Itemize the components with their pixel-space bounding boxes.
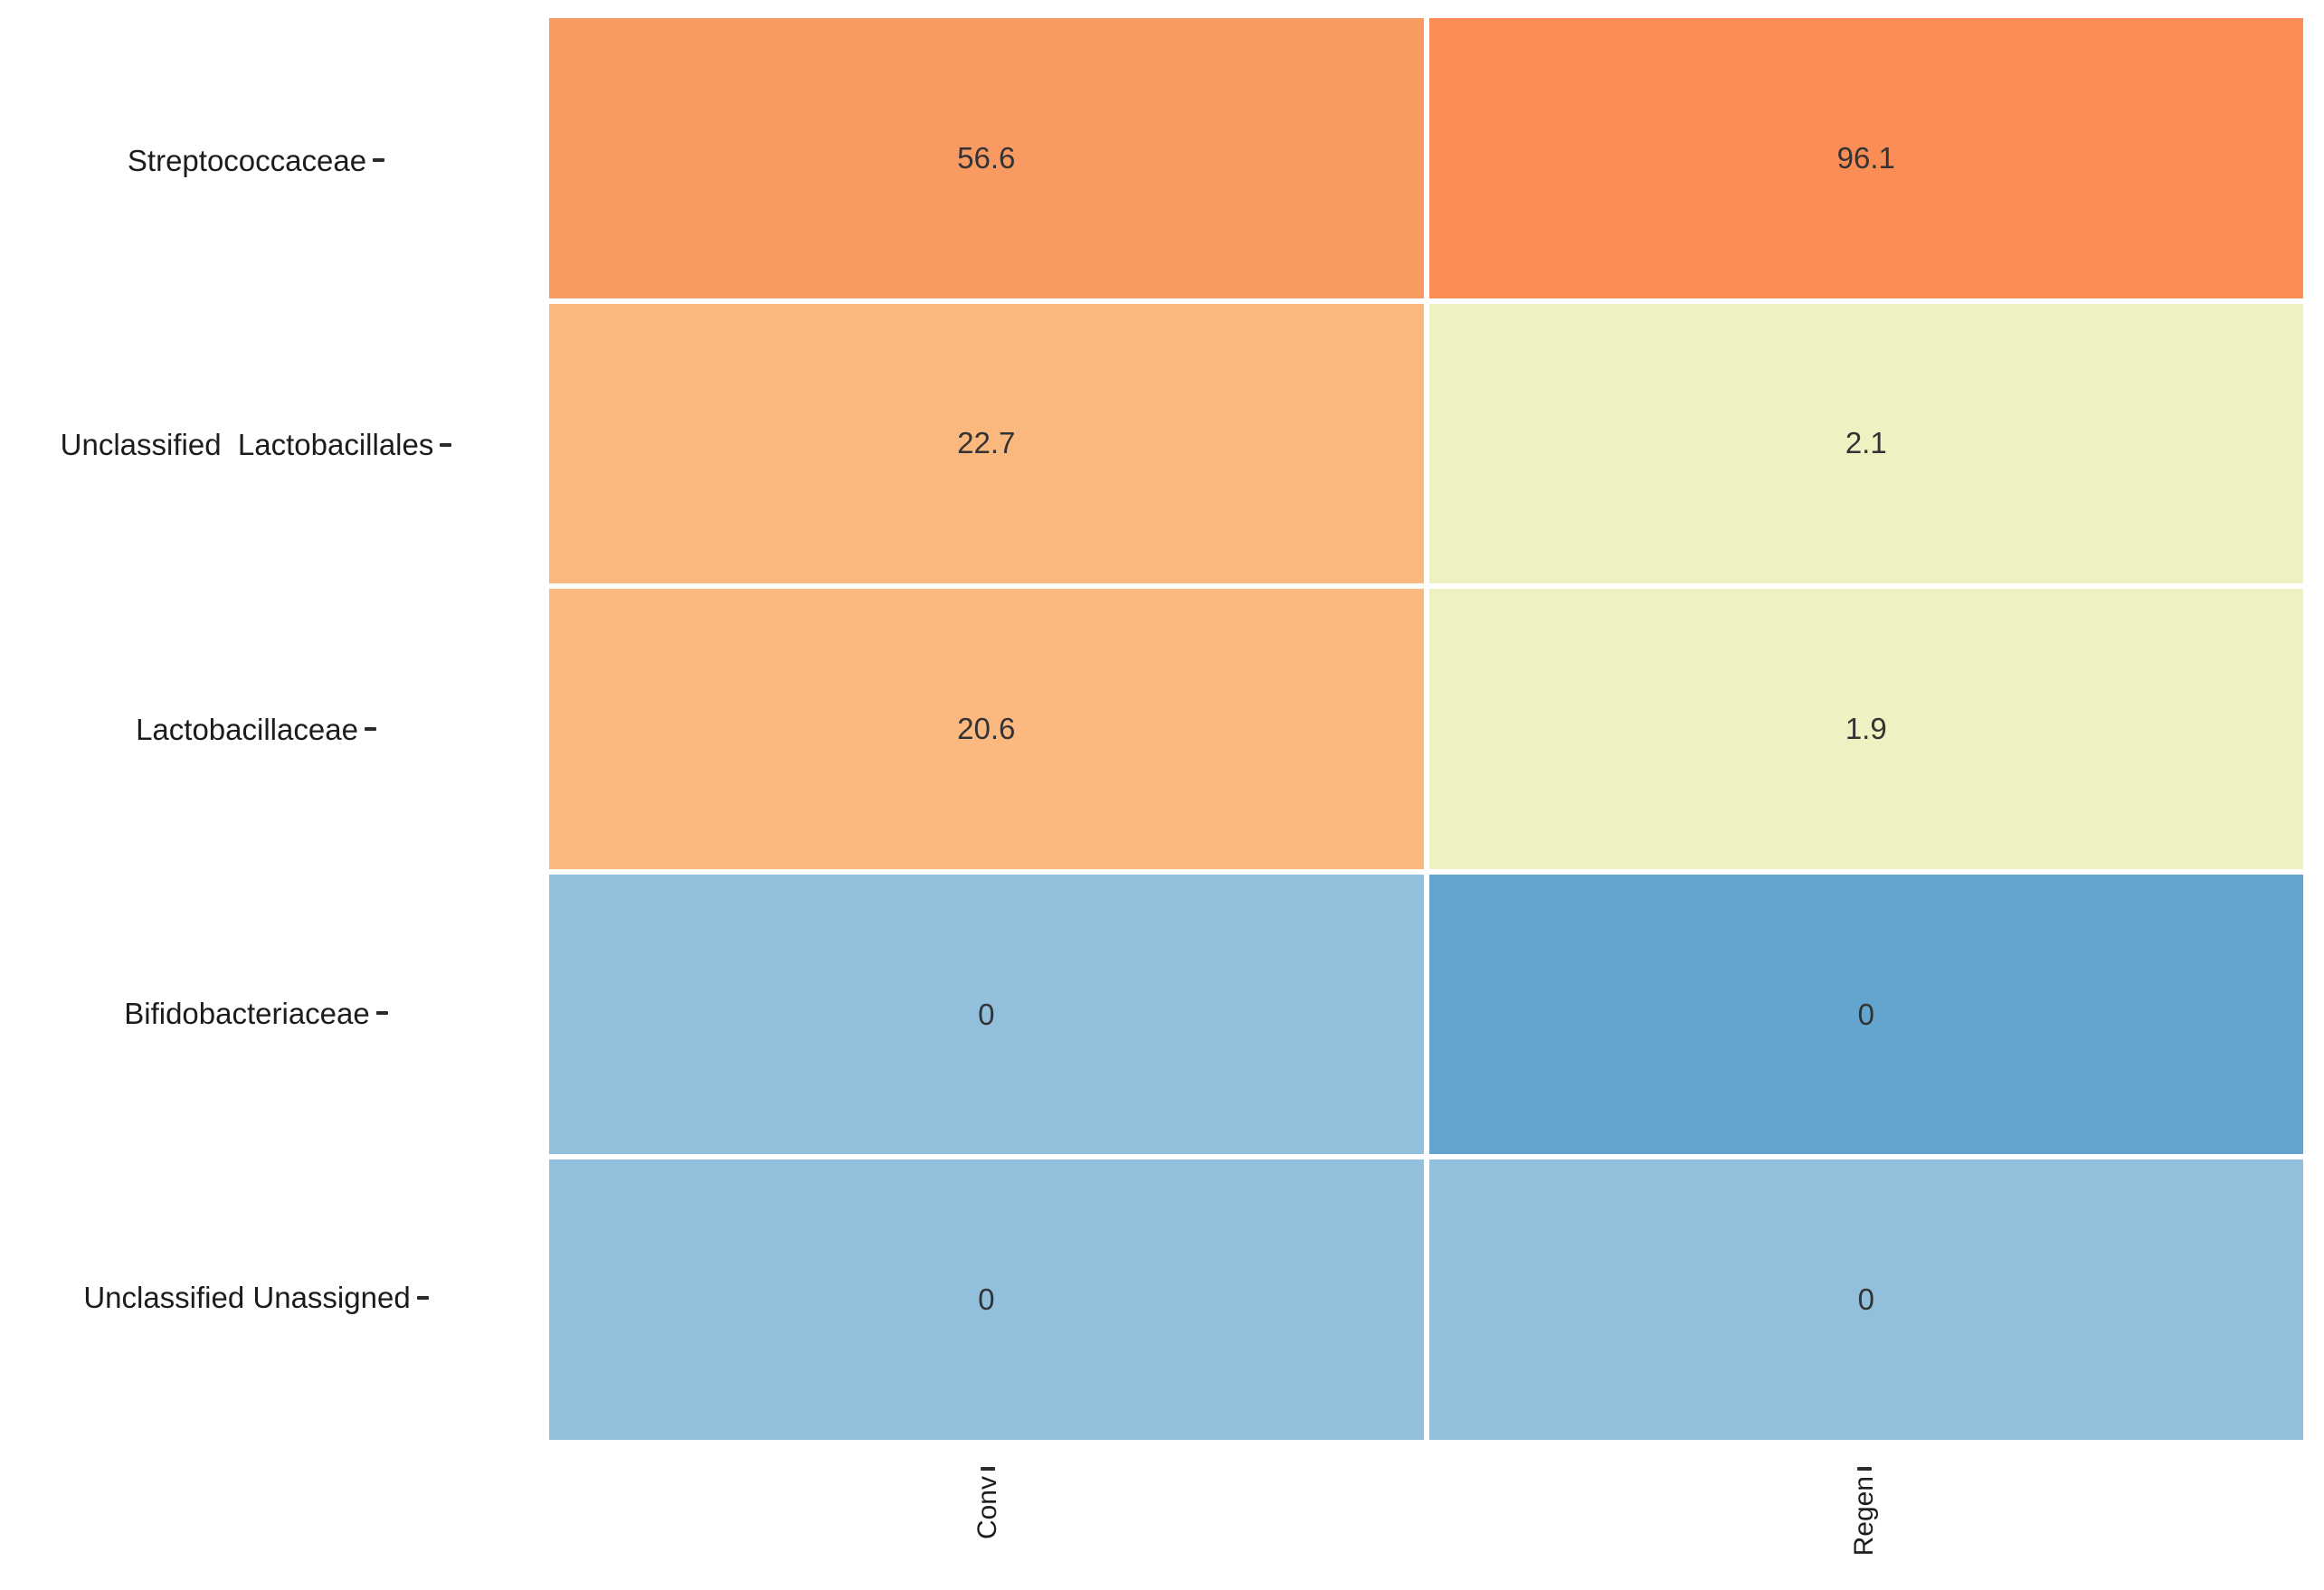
cell-value: 0 xyxy=(978,1282,995,1317)
heatmap-cell: 56.6 xyxy=(549,18,1424,298)
cell-value: 96.1 xyxy=(1836,140,1895,175)
cell-value: 1.9 xyxy=(1845,711,1887,745)
row-label: Lactobacillaceae xyxy=(136,712,358,746)
cell-value: 0 xyxy=(1857,997,1874,1031)
y-tick-mark xyxy=(373,158,385,163)
y-axis-label-row: Unclassified Lactobacillales xyxy=(0,302,512,586)
heatmap-cell: 0 xyxy=(1428,874,2303,1155)
x-tick-mark xyxy=(980,1467,995,1471)
x-axis-label-col: Conv xyxy=(549,1440,1427,1590)
y-tick-mark xyxy=(375,1011,388,1016)
column-label: Conv xyxy=(972,1476,1002,1540)
y-axis-label-row: Unclassified Unassigned xyxy=(0,1156,512,1440)
heatmap-cell: 2.1 xyxy=(1428,303,2303,584)
x-tick-mark xyxy=(1857,1467,1873,1471)
cell-value: 0 xyxy=(1857,1282,1874,1317)
y-axis-label-row: Lactobacillaceae xyxy=(0,587,512,871)
cell-value: 2.1 xyxy=(1845,426,1887,460)
y-axis-label-row: Streptococcaceae xyxy=(0,18,512,302)
cell-value: 20.6 xyxy=(957,711,1016,745)
heatmap-panel: 56.6 96.1 22.7 2.1 20.6 1.9 0 0 0 0 xyxy=(549,18,2303,1440)
heatmap-cell: 22.7 xyxy=(549,303,1424,584)
row-label: Streptococcaceae xyxy=(127,143,367,177)
heatmap-cell: 0 xyxy=(549,1159,1424,1440)
y-tick-mark xyxy=(416,1295,429,1300)
cell-value: 0 xyxy=(978,997,995,1031)
heatmap-cell: 0 xyxy=(549,874,1424,1155)
y-tick-mark xyxy=(364,727,376,732)
y-axis-label-row: Bifidobacteriaceae xyxy=(0,871,512,1155)
heatmap-cell: 1.9 xyxy=(1428,589,2303,869)
x-axis-labels: Conv Regen xyxy=(549,1440,2303,1590)
y-axis-labels: Streptococcaceae Unclassified Lactobacill… xyxy=(0,18,512,1440)
row-label: Unclassified Unassigned xyxy=(83,1281,411,1315)
cell-value: 56.6 xyxy=(957,140,1016,175)
row-label: Bifidobacteriaceae xyxy=(124,996,370,1030)
column-label: Regen xyxy=(1849,1476,1880,1557)
x-axis-label-col: Regen xyxy=(1427,1440,2304,1590)
heatmap-cell: 0 xyxy=(1428,1159,2303,1440)
y-tick-mark xyxy=(440,442,452,447)
heatmap-cell: 96.1 xyxy=(1428,18,2303,298)
heatmap-cell: 20.6 xyxy=(549,589,1424,869)
row-label: Unclassified Lactobacillales xyxy=(60,428,434,462)
cell-value: 22.7 xyxy=(957,426,1016,460)
